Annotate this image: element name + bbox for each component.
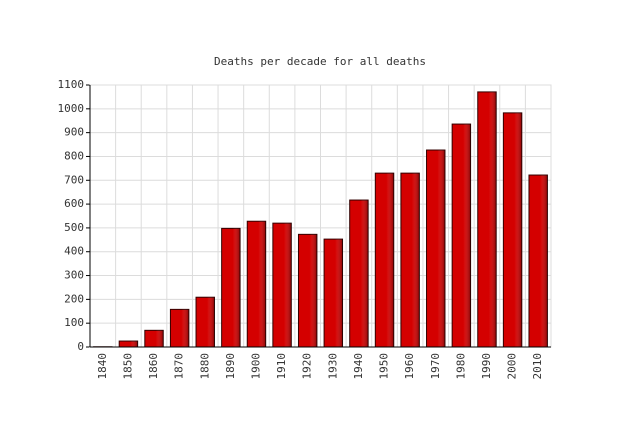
- x-tick-label: 1990: [480, 353, 493, 380]
- bar-shade: [375, 173, 394, 347]
- y-tick-label: 400: [64, 245, 84, 258]
- bar-shade: [221, 228, 241, 347]
- x-tick-label: 1880: [198, 353, 211, 380]
- x-tick-label: 1980: [454, 353, 467, 380]
- bar-shade: [144, 330, 164, 347]
- bar-shade: [247, 221, 266, 347]
- y-tick-label: 1000: [58, 102, 85, 115]
- x-tick-label: 1960: [403, 353, 416, 380]
- x-tick-label: 1940: [352, 353, 365, 380]
- y-tick-label: 900: [64, 126, 84, 139]
- x-tick-label: 2010: [531, 353, 544, 380]
- y-tick-label: 200: [64, 292, 84, 305]
- bar-shade: [324, 239, 343, 347]
- y-tick-label: 100: [64, 316, 84, 329]
- bar-shade: [452, 124, 471, 347]
- y-tick-label: 800: [64, 149, 84, 162]
- x-tick-label: 1970: [429, 353, 442, 380]
- y-tick-label: 0: [77, 340, 84, 353]
- x-tick-label: 1870: [173, 353, 186, 380]
- bar-shade: [170, 309, 189, 347]
- x-tick-label: 1930: [326, 353, 339, 380]
- bar-shade: [400, 173, 420, 347]
- chart-title: Deaths per decade for all deaths: [214, 55, 426, 68]
- bar-shade: [477, 91, 497, 347]
- bar-shade: [272, 223, 292, 347]
- y-tick-label: 1100: [58, 78, 85, 91]
- x-tick-label: 1910: [275, 353, 288, 380]
- y-tick-label: 300: [64, 269, 84, 282]
- x-tick-label: 1900: [249, 353, 262, 380]
- bar-shade: [298, 234, 317, 347]
- x-tick-label: 1950: [378, 353, 391, 380]
- y-tick-label: 700: [64, 173, 84, 186]
- bar-shade: [349, 200, 369, 347]
- bar-shade: [503, 112, 522, 347]
- x-tick-label: 1860: [147, 353, 160, 380]
- bar-shade: [196, 297, 215, 347]
- x-tick-label: 1850: [121, 353, 134, 380]
- y-tick-label: 500: [64, 221, 84, 234]
- x-tick-label: 1890: [224, 353, 237, 380]
- x-tick-label: 1840: [96, 353, 109, 380]
- x-tick-label: 2000: [506, 353, 519, 380]
- bar-shade: [528, 175, 548, 347]
- bar-shade: [426, 150, 445, 347]
- x-tick-label: 1920: [301, 353, 314, 380]
- y-tick-label: 600: [64, 197, 84, 210]
- bar-shade: [119, 341, 138, 347]
